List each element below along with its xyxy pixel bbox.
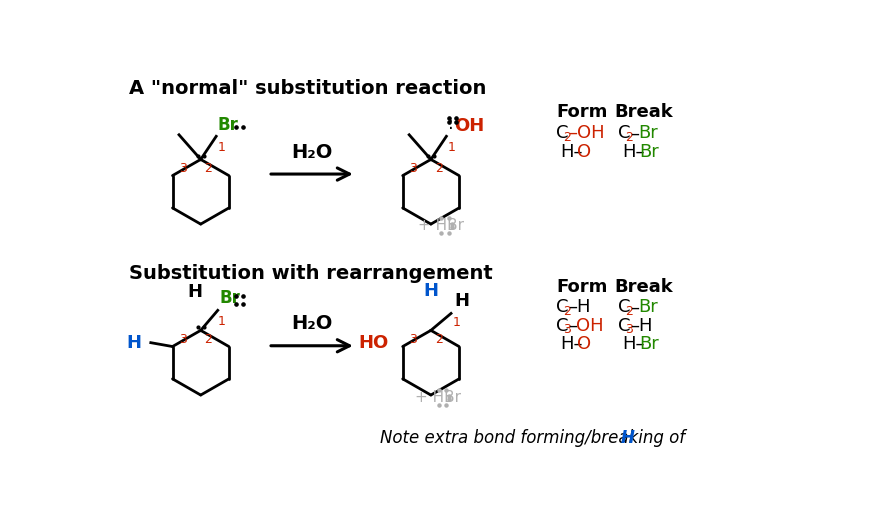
Text: 2: 2 xyxy=(205,162,212,175)
Text: 1: 1 xyxy=(448,141,456,154)
Text: A "normal" substitution reaction: A "normal" substitution reaction xyxy=(128,80,486,98)
Text: C: C xyxy=(619,298,631,316)
Text: H–: H– xyxy=(622,335,645,353)
Text: HO: HO xyxy=(358,334,389,353)
Text: Br: Br xyxy=(638,298,657,316)
Text: –OH: –OH xyxy=(568,124,605,142)
Text: Substitution with rearrangement: Substitution with rearrangement xyxy=(128,264,492,283)
Text: H: H xyxy=(621,429,635,447)
Text: 3: 3 xyxy=(409,162,417,175)
Text: –: – xyxy=(630,124,639,142)
Text: 2: 2 xyxy=(564,131,572,144)
Text: 1: 1 xyxy=(218,141,225,154)
Text: Br: Br xyxy=(640,335,659,353)
Text: –: – xyxy=(630,298,639,316)
Text: H–: H– xyxy=(560,335,583,353)
Text: O: O xyxy=(578,335,592,353)
Text: OH: OH xyxy=(454,117,484,135)
Text: Form: Form xyxy=(557,103,607,122)
Text: H: H xyxy=(127,334,142,352)
Text: Break: Break xyxy=(614,103,673,122)
Text: :: : xyxy=(448,115,454,133)
Text: 1: 1 xyxy=(218,315,225,328)
Text: H₂O: H₂O xyxy=(291,142,332,162)
Text: Break: Break xyxy=(614,278,673,296)
Text: 2: 2 xyxy=(434,162,442,175)
Text: 3: 3 xyxy=(179,333,187,346)
Text: 3: 3 xyxy=(564,323,572,336)
Text: H–: H– xyxy=(560,144,583,162)
Text: –: – xyxy=(568,317,577,335)
Text: Br: Br xyxy=(640,144,659,162)
Text: C: C xyxy=(557,298,569,316)
Text: OH: OH xyxy=(576,317,603,335)
Text: 2: 2 xyxy=(205,333,212,346)
Text: H: H xyxy=(423,281,439,300)
Text: 2: 2 xyxy=(626,131,634,144)
Text: 2: 2 xyxy=(434,333,442,346)
Text: O: O xyxy=(578,144,592,162)
Text: Br: Br xyxy=(219,289,240,307)
Text: 3: 3 xyxy=(179,162,187,175)
Text: + HBr: + HBr xyxy=(418,218,464,233)
Text: Note extra bond forming/breaking of: Note extra bond forming/breaking of xyxy=(380,429,690,447)
Text: C: C xyxy=(619,124,631,142)
Text: Form: Form xyxy=(557,278,607,296)
Text: C: C xyxy=(557,317,569,335)
Text: –H: –H xyxy=(568,298,591,316)
Text: 1: 1 xyxy=(453,316,461,329)
Text: 2: 2 xyxy=(626,305,634,318)
Text: Br: Br xyxy=(218,116,239,134)
Text: + HBr: + HBr xyxy=(415,390,461,405)
Text: C: C xyxy=(557,124,569,142)
Text: H₂O: H₂O xyxy=(291,315,332,333)
Text: –H: –H xyxy=(630,317,653,335)
Text: C: C xyxy=(619,317,631,335)
Text: H–: H– xyxy=(622,144,645,162)
Text: 3: 3 xyxy=(626,323,634,336)
Text: H: H xyxy=(187,283,202,301)
Text: H: H xyxy=(454,292,469,310)
Text: Br: Br xyxy=(638,124,657,142)
Text: 2: 2 xyxy=(564,305,572,318)
Text: 3: 3 xyxy=(409,333,417,346)
